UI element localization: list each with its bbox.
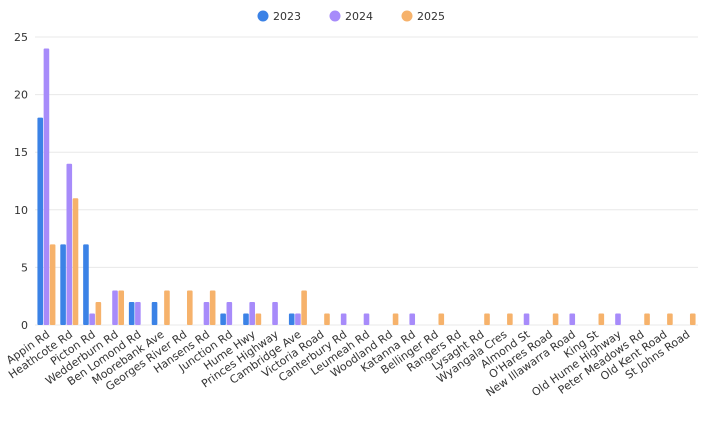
- legend-marker-2025: [401, 10, 413, 22]
- bar-2025[interactable]: [118, 290, 125, 325]
- bar-2025[interactable]: [72, 198, 79, 325]
- bar-2024[interactable]: [66, 163, 73, 325]
- legend-label[interactable]: 2023: [273, 10, 301, 23]
- y-axis-ticks: 0 5 10 15 20 25: [14, 31, 28, 332]
- bar-2025[interactable]: [438, 313, 445, 325]
- bar-2025[interactable]: [209, 290, 216, 325]
- y-tick-label: 25: [14, 31, 28, 44]
- bar-2025[interactable]: [164, 290, 170, 325]
- bar-2025[interactable]: [507, 313, 513, 325]
- y-tick-label: 10: [14, 204, 28, 217]
- bar-2023[interactable]: [151, 301, 158, 325]
- bars: [37, 48, 696, 326]
- bar-2025[interactable]: [301, 290, 307, 325]
- legend-label[interactable]: 2025: [417, 10, 445, 23]
- bar-2025[interactable]: [484, 313, 490, 325]
- bar-2024[interactable]: [340, 313, 347, 325]
- bar-2025[interactable]: [689, 313, 696, 325]
- bar-2024[interactable]: [112, 290, 118, 325]
- y-tick-label: 0: [21, 319, 28, 332]
- bar-2025[interactable]: [95, 301, 102, 325]
- bar-2024[interactable]: [295, 313, 301, 325]
- gridlines: [35, 36, 698, 326]
- bar-2024[interactable]: [43, 48, 50, 326]
- bar-2023[interactable]: [128, 301, 135, 325]
- bar-2024[interactable]: [409, 313, 416, 325]
- bar-2025[interactable]: [552, 313, 559, 325]
- y-tick-label: 5: [21, 261, 28, 274]
- bar-2024[interactable]: [615, 313, 621, 325]
- legend-marker-2024: [329, 10, 341, 22]
- bar-2024[interactable]: [203, 301, 210, 325]
- bar-2023[interactable]: [83, 244, 89, 325]
- bar-2024[interactable]: [89, 313, 95, 325]
- bar-2025[interactable]: [324, 313, 330, 325]
- legend-marker-2023: [257, 10, 269, 22]
- y-tick-label: 15: [14, 146, 28, 159]
- bar-2024[interactable]: [523, 313, 530, 325]
- bar-2023[interactable]: [60, 244, 66, 325]
- bar-2025[interactable]: [187, 290, 193, 325]
- y-tick-label: 20: [14, 89, 28, 102]
- bar-2025[interactable]: [644, 313, 650, 325]
- bar-2024[interactable]: [226, 301, 233, 325]
- legend-label[interactable]: 2024: [345, 10, 373, 23]
- bar-2023[interactable]: [37, 117, 44, 325]
- bar-2024[interactable]: [249, 301, 255, 325]
- bar-2025[interactable]: [49, 244, 56, 325]
- bar-2024[interactable]: [569, 313, 576, 325]
- bar-2025[interactable]: [392, 313, 399, 325]
- bar-2024[interactable]: [363, 313, 370, 325]
- bar-2023[interactable]: [288, 313, 295, 325]
- bar-2025[interactable]: [667, 313, 673, 325]
- bar-2025[interactable]: [255, 313, 262, 325]
- bar-2023[interactable]: [220, 313, 226, 325]
- legend: 2023 2024 2025: [257, 10, 445, 23]
- bar-2024[interactable]: [135, 301, 141, 325]
- bar-2023[interactable]: [243, 313, 249, 325]
- bar-2025[interactable]: [598, 313, 605, 325]
- bar-2024[interactable]: [272, 301, 278, 325]
